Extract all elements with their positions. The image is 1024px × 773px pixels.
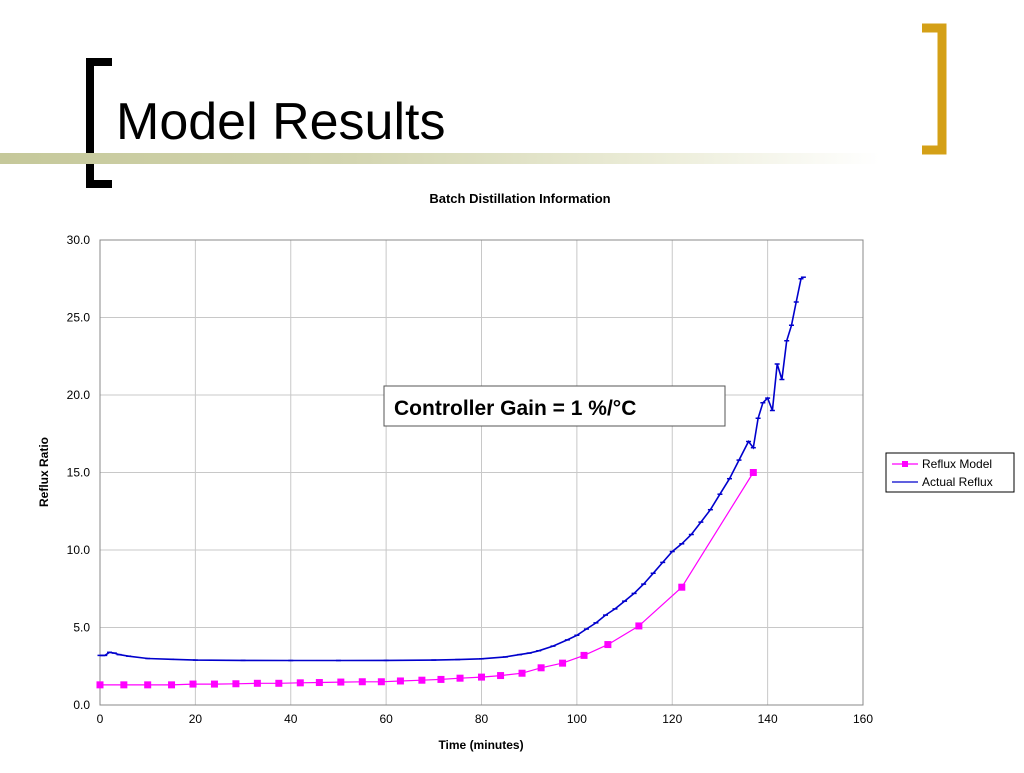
data-point-reflux-model <box>253 679 261 687</box>
data-point-reflux-model <box>296 679 304 687</box>
x-tick-label: 140 <box>758 712 778 726</box>
data-point-reflux-model <box>749 469 757 476</box>
y-tick-label: 5.0 <box>73 621 90 635</box>
reflux-chart: 0 20 40 60 80 100 120 140 160 0.0 5.0 10.0 15.0 20.0… <box>37 191 1015 752</box>
right-bracket <box>922 23 947 155</box>
legend-marker-reflux-model <box>902 461 908 467</box>
y-tick-label: 15.0 <box>67 466 91 480</box>
data-point-reflux-model <box>96 681 104 689</box>
x-tick-label: 160 <box>853 712 873 726</box>
annotation-box: Controller Gain = 1 %/°C <box>383 385 726 427</box>
x-tick-label: 40 <box>284 712 298 726</box>
series-line-reflux-model <box>100 472 754 686</box>
data-point-reflux-model <box>678 583 686 591</box>
slide-title: Model Results <box>116 93 446 151</box>
y-axis-label: Reflux Ratio <box>37 437 51 507</box>
data-point-reflux-model <box>210 680 218 688</box>
chart-title: Batch Distillation Information <box>429 191 610 206</box>
data-point-reflux-model <box>232 680 240 688</box>
data-point-reflux-model <box>537 664 545 672</box>
series-line-actual-reflux <box>100 276 804 662</box>
x-axis-label: Time (minutes) <box>438 738 523 752</box>
data-point-reflux-model <box>604 641 612 649</box>
data-point-reflux-model <box>437 675 445 683</box>
y-tick-label: 25.0 <box>67 311 91 325</box>
y-tick-labels: 0.0 5.0 10.0 15.0 20.0 25.0 30.0 <box>67 233 91 712</box>
data-point-reflux-model <box>580 651 588 659</box>
data-point-reflux-model <box>518 669 526 677</box>
data-point-reflux-model <box>559 659 567 667</box>
chart-container: 0 20 40 60 80 100 120 140 160 0.0 5.0 10.0 15.0 20.0… <box>0 180 1024 768</box>
y-tick-label: 10.0 <box>67 543 91 557</box>
data-point-reflux-model <box>315 679 323 687</box>
x-tick-label: 60 <box>379 712 393 726</box>
data-point-reflux-model <box>358 678 366 686</box>
data-point-reflux-model <box>144 681 152 689</box>
title-rule <box>0 153 880 164</box>
data-point-reflux-model <box>396 677 404 685</box>
data-point-reflux-model <box>189 680 197 688</box>
y-tick-label: 30.0 <box>67 233 91 247</box>
data-point-reflux-model <box>478 673 485 681</box>
x-tick-label: 120 <box>662 712 682 726</box>
legend: Reflux Model Actual Reflux <box>885 452 1015 493</box>
data-point-reflux-model <box>497 672 505 680</box>
data-point-reflux-model <box>635 622 643 630</box>
series-layer <box>96 276 806 689</box>
x-tick-labels: 0 20 40 60 80 100 120 140 160 <box>97 712 874 726</box>
data-point-reflux-model <box>456 674 464 682</box>
data-point-reflux-model <box>377 678 385 686</box>
grid-lines <box>99 239 864 706</box>
annotation-text: Controller Gain = 1 %/°C <box>394 397 636 420</box>
data-point-reflux-model <box>275 679 283 687</box>
x-tick-label: 80 <box>475 712 489 726</box>
legend-label-actual-reflux: Actual Reflux <box>922 475 993 489</box>
data-point-reflux-model <box>337 678 345 686</box>
x-tick-label: 100 <box>567 712 587 726</box>
y-tick-label: 20.0 <box>67 388 91 402</box>
legend-label-reflux-model: Reflux Model <box>922 457 992 471</box>
plot-border <box>99 239 864 706</box>
y-tick-label: 0.0 <box>73 698 90 712</box>
data-point-reflux-model <box>418 676 426 684</box>
data-point-reflux-model <box>168 681 176 689</box>
left-bracket <box>86 58 112 188</box>
x-tick-label: 0 <box>97 712 104 726</box>
data-point-reflux-model <box>120 681 128 689</box>
x-tick-label: 20 <box>189 712 203 726</box>
